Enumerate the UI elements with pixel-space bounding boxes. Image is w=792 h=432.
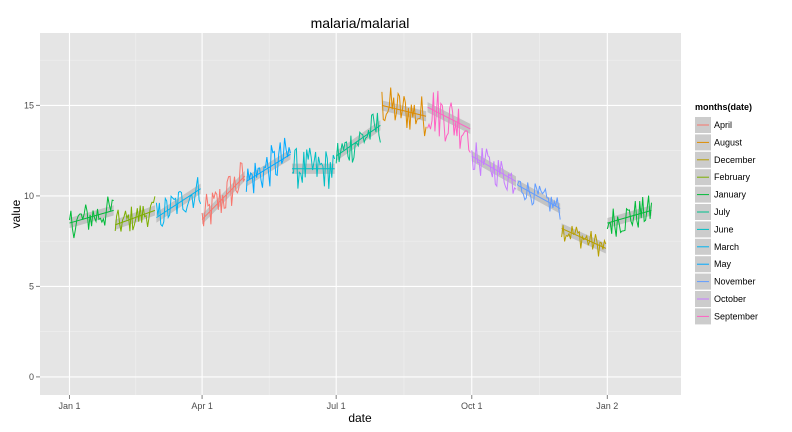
trend-line-january — [69, 209, 114, 224]
series-line-may — [245, 137, 291, 194]
plot-panel — [40, 33, 681, 395]
x-axis-title: date — [348, 411, 372, 425]
legend: months(date) April August December February… — [695, 102, 758, 325]
legend-label-august: August — [714, 137, 743, 147]
x-tick-label: Oct 1 — [461, 401, 483, 411]
series-line-september — [427, 90, 471, 153]
trend-line-april — [201, 175, 246, 220]
trend-line-may — [246, 153, 291, 182]
trend-line-july — [335, 124, 381, 157]
series-line-april — [201, 161, 246, 227]
x-tick-label: Jul 1 — [327, 401, 346, 411]
trend-line-december — [561, 228, 607, 249]
trend-line-march — [156, 188, 201, 219]
legend-label-september: September — [714, 311, 758, 321]
series-line-june — [291, 147, 336, 189]
legend-label-april: April — [714, 120, 732, 130]
legend-label-november: November — [714, 277, 756, 287]
legend-label-december: December — [714, 155, 756, 165]
x-tick-label: Apr 1 — [191, 401, 213, 411]
trend-line-february — [114, 209, 156, 226]
trend-line-november — [517, 184, 561, 210]
x-tick-label: Jan 2 — [596, 401, 618, 411]
legend-label-february: February — [714, 172, 751, 182]
y-axis-title: value — [9, 199, 23, 228]
series-line-december — [561, 225, 607, 257]
legend-label-january: January — [714, 190, 747, 200]
trend-line-august — [381, 104, 427, 117]
trend-line-september — [427, 106, 471, 130]
chart-title: malaria/malarial — [311, 15, 410, 31]
legend-label-may: May — [714, 259, 732, 269]
legend-label-march: March — [714, 242, 739, 252]
series-line-october — [471, 142, 517, 194]
y-tick-label: 5 — [29, 281, 34, 291]
legend-title: months(date) — [695, 102, 752, 112]
series-line-november — [516, 180, 561, 220]
series-line-march — [155, 177, 202, 228]
trend-line-october — [471, 155, 517, 182]
y-tick-label: 15 — [24, 100, 34, 110]
legend-label-july: July — [714, 207, 731, 217]
legend-label-october: October — [714, 294, 746, 304]
series-line-february — [114, 196, 156, 232]
series-line-january — [606, 195, 652, 237]
x-tick-label: Jan 1 — [58, 401, 80, 411]
trend-line-january — [607, 209, 652, 224]
series-line-july — [335, 112, 381, 164]
y-tick-label: 10 — [24, 191, 34, 201]
legend-label-june: June — [714, 224, 734, 234]
y-tick-label: 0 — [29, 372, 34, 382]
series-line-january — [69, 196, 114, 239]
